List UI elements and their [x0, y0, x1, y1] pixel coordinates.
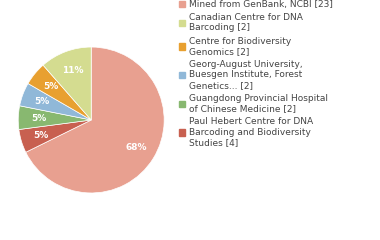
Wedge shape [18, 106, 91, 130]
Text: 11%: 11% [62, 66, 84, 75]
Legend: Mined from GenBank, NCBI [23], Canadian Centre for DNA
Barcoding [2], Centre for: Mined from GenBank, NCBI [23], Canadian … [179, 0, 332, 147]
Text: 5%: 5% [33, 131, 49, 140]
Wedge shape [26, 47, 164, 193]
Wedge shape [28, 65, 91, 120]
Wedge shape [20, 84, 91, 120]
Text: 68%: 68% [125, 143, 147, 152]
Text: 5%: 5% [35, 97, 50, 106]
Wedge shape [19, 120, 91, 152]
Text: 5%: 5% [31, 114, 46, 123]
Text: 5%: 5% [43, 82, 58, 91]
Wedge shape [43, 47, 91, 120]
